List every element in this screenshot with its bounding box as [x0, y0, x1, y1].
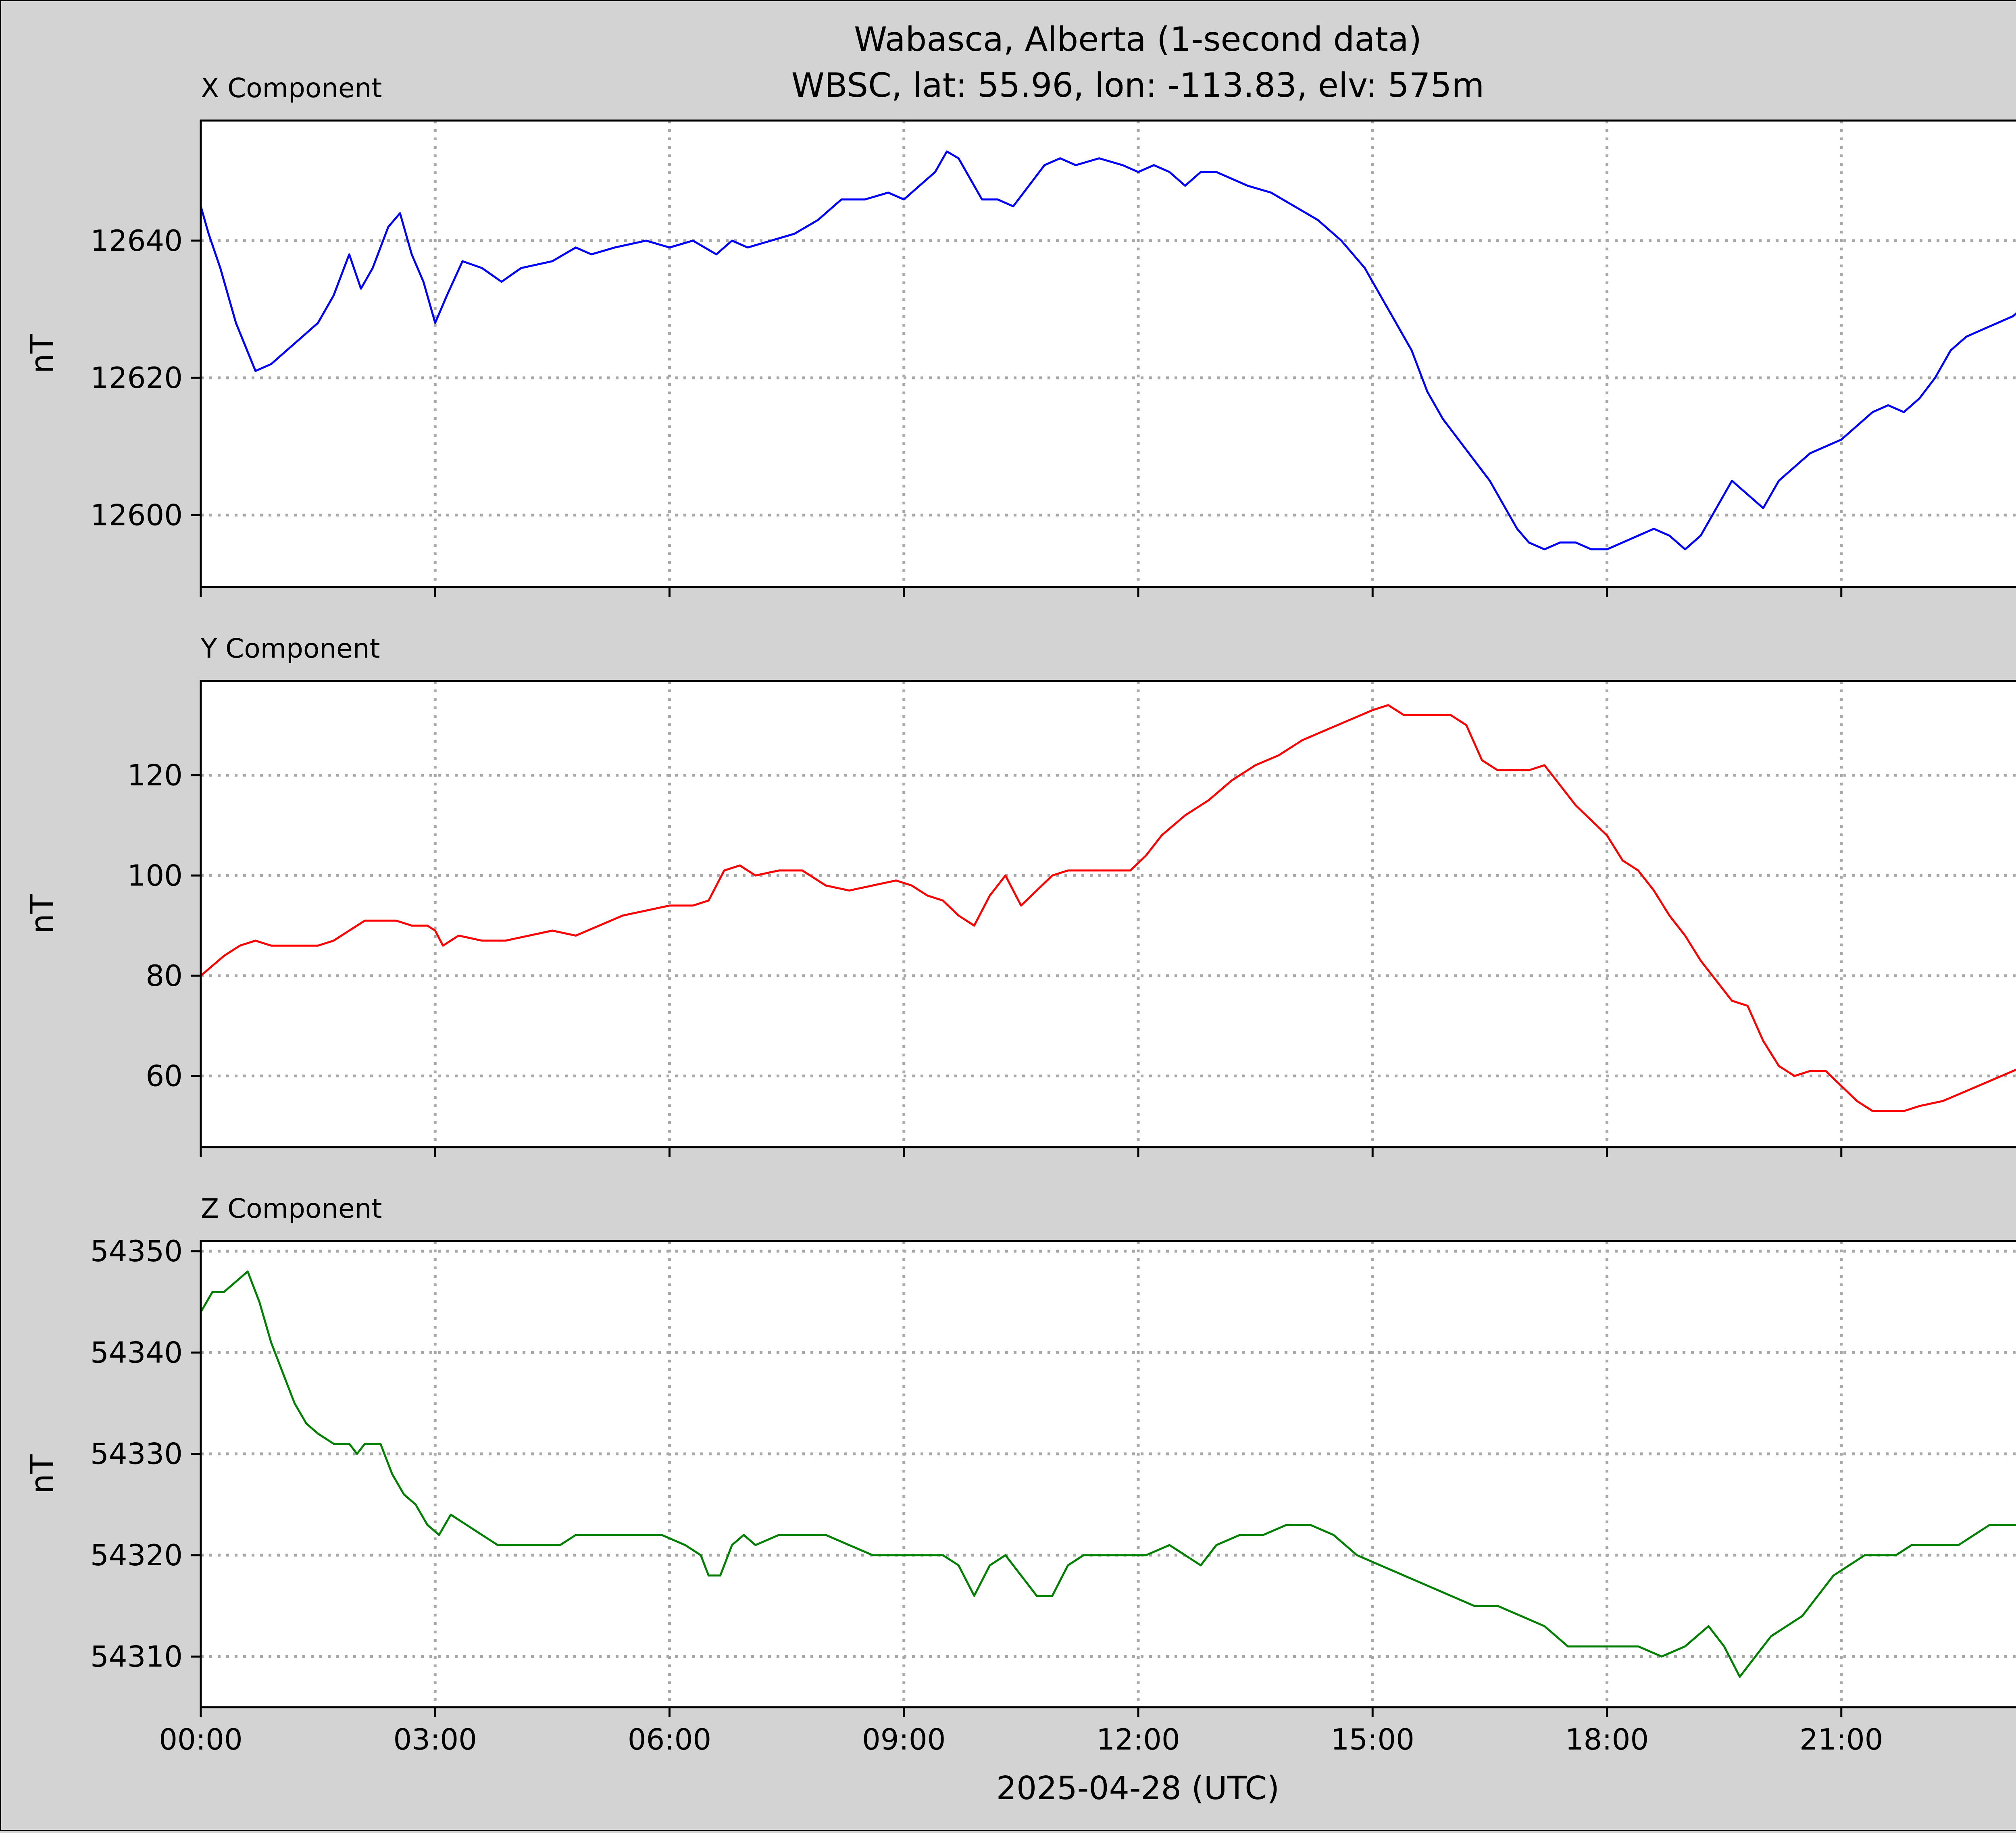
x-tick-label: 18:00: [1565, 1723, 1649, 1756]
series-line-x: [200, 150, 2016, 550]
y-axis-label-y: nT: [24, 894, 61, 934]
plot-area-y: [201, 681, 2016, 1147]
y-tick-label: 80: [146, 959, 183, 993]
y-tick-label: 54310: [90, 1639, 183, 1673]
y-tick-label: 54320: [90, 1538, 183, 1572]
panel-z: 00:00 03:00 06:00 09:00 12:00 15:00 18:00 21:00…: [24, 1193, 2016, 1756]
y-tick-label: 12640: [90, 224, 183, 258]
x-tick-label: 12:00: [1096, 1723, 1180, 1756]
figure-title-line1: Wabasca, Alberta (1-second data): [854, 20, 1422, 59]
y-tick-label: 120: [127, 758, 183, 792]
y-tick-label: 100: [127, 858, 183, 892]
y-axis-label-x: nT: [24, 334, 61, 374]
y-tick-label: 60: [146, 1059, 183, 1093]
y-axis-label-z: nT: [24, 1454, 61, 1494]
y-tick-label: 54330: [90, 1437, 183, 1471]
x-tick-label: 21:00: [1799, 1723, 1883, 1756]
panel-title-x: X Component: [201, 73, 382, 104]
x-tick-label: 06:00: [628, 1723, 712, 1756]
series-line-y: [200, 704, 2016, 1112]
panel-title-y: Y Component: [200, 633, 380, 664]
plot-frame-x: [200, 119, 2016, 588]
y-tick-label: 54350: [90, 1234, 183, 1268]
plot-frame-z: [200, 1240, 2016, 1708]
x-tick-label: 00:00: [159, 1723, 243, 1756]
x-tick-label: 15:00: [1331, 1723, 1415, 1756]
plot-area-z: [201, 1241, 2016, 1707]
plot-frame-y: [200, 680, 2016, 1148]
x-tick-label: 09:00: [862, 1723, 946, 1756]
panel-x: 12600 12620 12640 X Component nT: [24, 73, 2016, 597]
series-line-z: [200, 1270, 2016, 1678]
figure-title-line2: WBSC, lat: 55.96, lon: -113.83, elv: 575…: [791, 66, 1484, 105]
plot-area-x: [201, 121, 2016, 587]
y-tick-label: 12620: [90, 361, 183, 395]
x-axis-label: 2025-04-28 (UTC): [996, 1770, 1279, 1807]
x-tick-label: 03:00: [394, 1723, 477, 1756]
panel-y: 60 80 100 120 Y Component nT: [24, 633, 2016, 1157]
panel-title-z: Z Component: [201, 1193, 382, 1224]
y-tick-label: 12600: [90, 498, 183, 532]
y-tick-label: 54340: [90, 1335, 183, 1369]
